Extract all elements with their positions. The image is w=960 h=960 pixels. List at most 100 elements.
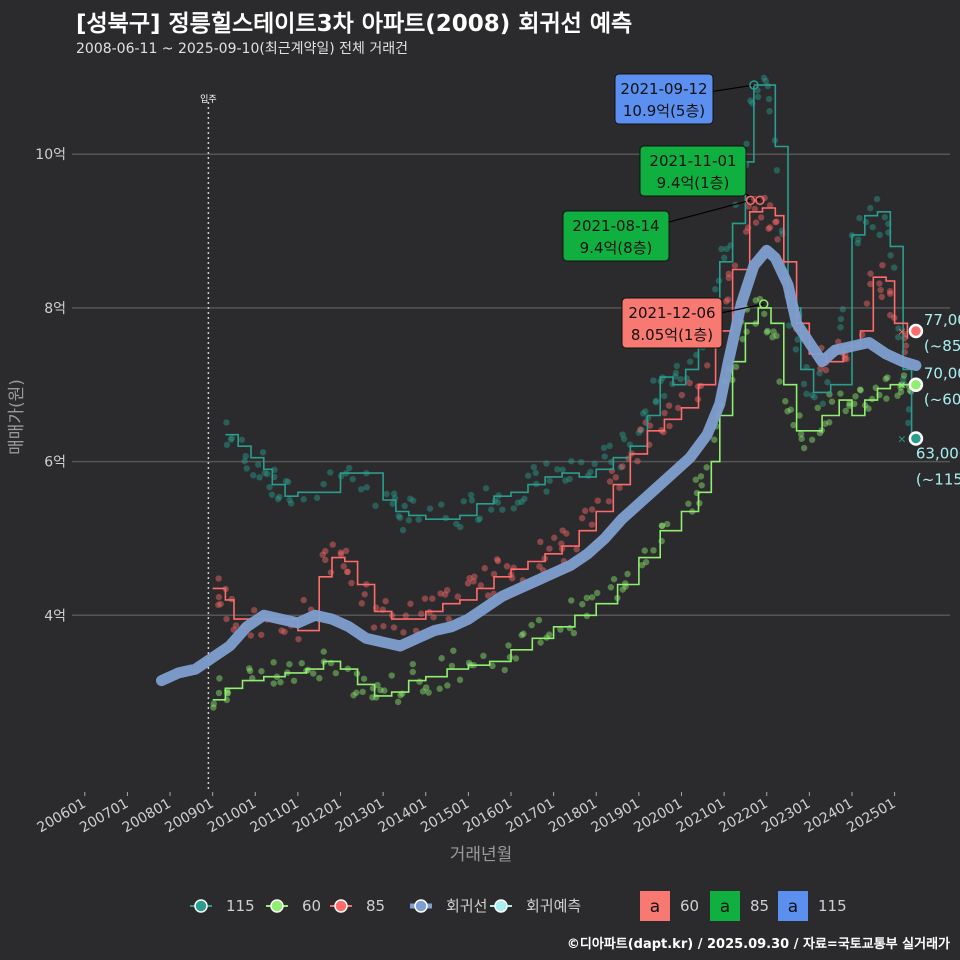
scatter-point-115: [510, 505, 518, 512]
scatter-point-85: [606, 478, 614, 485]
legend-box-label: 85: [750, 897, 769, 915]
scatter-point-60: [298, 660, 305, 667]
scatter-point-115: [890, 264, 898, 271]
scatter-point-60: [764, 327, 771, 335]
scatter-point-115: [264, 470, 271, 478]
scatter-point-115: [532, 469, 539, 477]
scatter-point-85: [329, 541, 336, 548]
scatter-point-85: [300, 596, 307, 604]
scatter-point-115: [824, 379, 831, 386]
scatter-point-60: [436, 685, 443, 692]
scatter-point-60: [761, 310, 768, 318]
scatter-point-85: [867, 270, 874, 277]
scatter-point-115: [405, 517, 413, 524]
scatter-point-60: [784, 408, 791, 415]
scatter-point-60: [570, 629, 578, 637]
scatter-point-85: [382, 597, 389, 605]
scatter-point-85: [766, 202, 774, 209]
scatter-point-60: [350, 692, 357, 699]
forecast-marker-60: [908, 377, 924, 392]
scatter-point-60: [448, 662, 456, 670]
scatter-point-60: [320, 648, 327, 655]
scatter-point-85: [563, 530, 570, 537]
scatter-point-60: [796, 412, 803, 419]
x-tick-label: 202501: [844, 796, 898, 837]
legend-box-glyph: a: [788, 897, 798, 917]
scatter-point-60: [270, 680, 277, 687]
scatter-point-85: [358, 600, 366, 607]
scatter-point-85: [215, 575, 222, 582]
scatter-point-115: [895, 325, 902, 332]
scatter-point-115: [816, 370, 823, 377]
scatter-point-85: [319, 551, 326, 558]
scatter-point-60: [397, 691, 404, 699]
scatter-point-85: [232, 622, 240, 629]
scatter-point-85: [407, 600, 414, 607]
scatter-point-85: [588, 506, 596, 513]
scatter-point-115: [223, 419, 230, 426]
scatter-point-85: [742, 228, 750, 235]
legend-label: 회귀선: [446, 897, 487, 915]
scatter-point-85: [278, 627, 285, 634]
scatter-point-60: [769, 333, 776, 341]
y-tick-label: 6억: [44, 455, 66, 471]
scatter-point-85: [429, 595, 436, 602]
annotation-box: [562, 210, 670, 262]
scatter-point-85: [348, 579, 355, 587]
scatter-point-85: [772, 218, 779, 226]
annotation-point: [755, 195, 765, 206]
scatter-point-115: [313, 494, 321, 502]
annotation-box: [614, 73, 714, 125]
scatter-point-60: [641, 547, 648, 554]
scatter-point-60: [865, 405, 872, 412]
scatter-point-115: [764, 82, 772, 90]
scatter-point-115: [274, 495, 282, 503]
scatter-point-60: [703, 464, 710, 471]
scatter-point-85: [477, 582, 485, 589]
scatter-point-85: [877, 286, 884, 294]
legend-box-glyph: a: [650, 897, 660, 917]
scatter-point-115: [673, 362, 681, 370]
y-tick-label: 10억: [35, 147, 66, 163]
forecast-size-115: (~115㎡): [916, 471, 960, 489]
scatter-point-60: [224, 689, 232, 697]
scatter-point-115: [241, 457, 248, 465]
scatter-point-115: [765, 95, 773, 103]
scatter-point-60: [377, 686, 384, 694]
scatter-point-115: [566, 475, 573, 483]
scatter-point-60: [456, 676, 464, 684]
scatter-point-85: [344, 568, 351, 576]
chart-subtitle: 2008-06-11 ~ 2025-09-10(최근계약일) 전체 거래건: [76, 41, 408, 57]
scatter-point-60: [489, 662, 496, 670]
scatter-point-115: [476, 515, 483, 522]
scatter-point-115: [357, 486, 365, 493]
scatter-point-85: [619, 463, 626, 470]
scatter-point-115: [228, 435, 235, 442]
scatter-point-60: [624, 570, 631, 578]
scatter-point-85: [215, 601, 222, 609]
scatter-point-60: [480, 652, 487, 660]
legend-box-85: [710, 891, 740, 921]
legend-box-label: 115: [818, 897, 847, 915]
scatter-point-85: [551, 534, 558, 541]
scatter-point-85: [490, 570, 498, 578]
scatter-point-85: [725, 274, 732, 282]
scatter-point-60: [394, 698, 402, 706]
scatter-point-85: [494, 557, 502, 565]
scatter-point-60: [210, 704, 217, 711]
scatter-point-60: [215, 689, 223, 697]
scatter-point-60: [353, 689, 360, 696]
scatter-point-60: [388, 672, 395, 679]
scatter-point-60: [593, 589, 601, 597]
scatter-point-115: [718, 245, 725, 253]
scatter-point-60: [692, 476, 700, 483]
scatter-point-60: [568, 597, 575, 604]
scatter-point-60: [520, 630, 527, 637]
scatter-point-85: [322, 547, 329, 555]
scatter-point-60: [619, 586, 626, 593]
annotation-box: [621, 297, 723, 349]
scatter-point-60: [828, 398, 836, 405]
scatter-point-60: [409, 668, 417, 676]
legend-box-glyph: a: [720, 897, 730, 917]
scatter-point-115: [661, 392, 668, 400]
